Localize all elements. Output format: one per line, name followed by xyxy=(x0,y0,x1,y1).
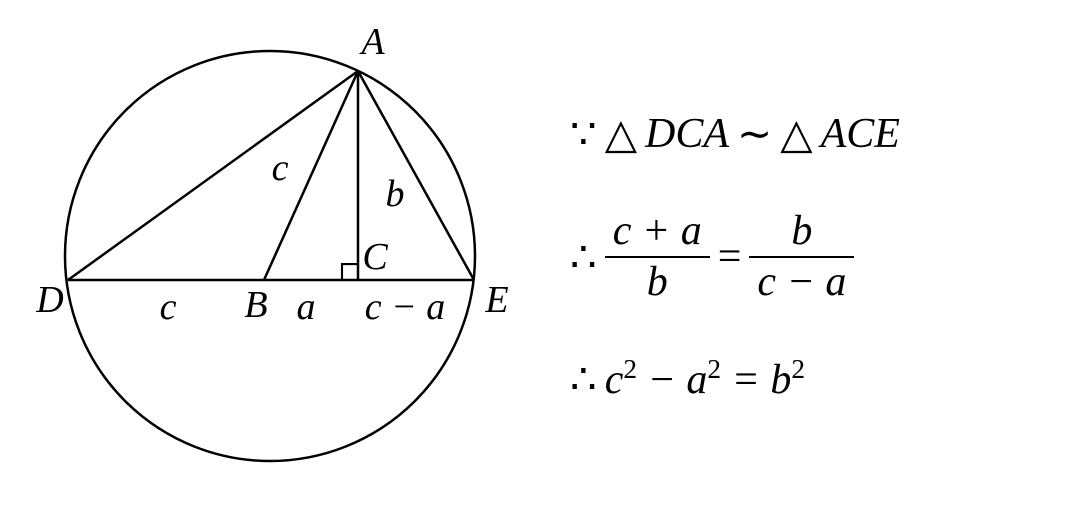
exp-c: 2 xyxy=(623,354,637,384)
minus-op: − xyxy=(637,357,686,403)
triangle-symbol-2: △ xyxy=(780,109,812,159)
frac-num-left: c + a xyxy=(605,209,710,253)
label-E: E xyxy=(485,278,508,322)
var-a: a xyxy=(686,357,707,403)
frac-bar-right xyxy=(749,256,854,258)
equals-sign: = xyxy=(718,233,742,281)
equation-line-similarity: ∵ △ DCA ∼ △ ACE xyxy=(570,109,1080,159)
equations-panel: ∵ △ DCA ∼ △ ACE ∴ c + a b = b c − a ∴ xyxy=(540,0,1080,513)
therefore-symbol-1: ∴ xyxy=(570,232,597,282)
triangle-DCA: DCA xyxy=(645,110,729,158)
label-C: C xyxy=(362,235,387,279)
label-bottom-c: c xyxy=(160,285,177,329)
label-side-c: c xyxy=(272,146,289,190)
label-side-b: b xyxy=(386,172,405,216)
label-A: A xyxy=(361,20,384,64)
label-D: D xyxy=(36,278,63,322)
frac-den-left: b xyxy=(639,260,676,304)
eq-op: = xyxy=(721,357,770,403)
var-b: b xyxy=(770,357,791,403)
triangle-symbol-1: △ xyxy=(605,109,637,159)
label-B: B xyxy=(244,283,267,327)
page-container: A B C D E c b c a c − a ∵ △ DCA ∼ △ ACE … xyxy=(0,0,1080,513)
equation-line-result: ∴ c2 − a2 = b2 xyxy=(570,354,1080,404)
frac-bar-left xyxy=(605,256,710,258)
result-expression: c2 − a2 = b2 xyxy=(605,354,805,404)
diagram-svg xyxy=(0,0,540,513)
because-symbol: ∵ xyxy=(570,109,597,159)
var-c: c xyxy=(605,357,624,403)
label-bottom-a: a xyxy=(297,285,316,329)
equation-line-proportion: ∴ c + a b = b c − a xyxy=(570,209,1080,303)
similar-symbol: ∼ xyxy=(737,109,772,159)
exp-b: 2 xyxy=(791,354,805,384)
therefore-symbol-2: ∴ xyxy=(570,354,597,404)
geometry-diagram: A B C D E c b c a c − a xyxy=(0,0,540,513)
triangle-ACE: ACE xyxy=(821,110,900,158)
fraction-left: c + a b xyxy=(605,209,710,303)
fraction-right: b c − a xyxy=(749,209,854,303)
exp-a: 2 xyxy=(707,354,721,384)
label-bottom-c-minus-a: c − a xyxy=(365,285,446,329)
frac-num-right: b xyxy=(783,209,820,253)
frac-den-right: c − a xyxy=(749,260,854,304)
